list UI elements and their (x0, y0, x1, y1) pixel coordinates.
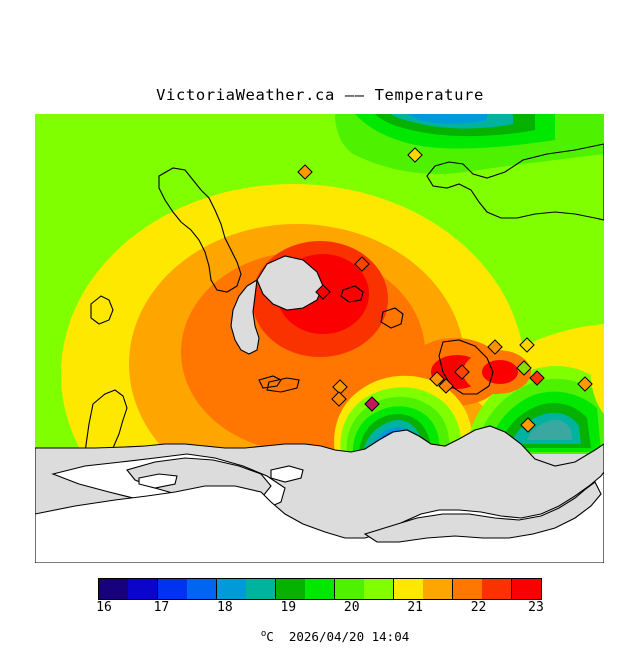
coastline-north (426, 143, 604, 221)
weather-map-page: VictoriaWeather.ca —— Temperature (35, 86, 604, 645)
station-marker[interactable] (315, 284, 331, 300)
colorbar-tick-17: 17 (153, 600, 170, 615)
colorbar-segment-14[interactable] (512, 579, 541, 599)
colorbar-caption: oC 2026/04/20 14:04 (0, 614, 640, 659)
temperature-map-panel[interactable] (35, 114, 604, 563)
colorbar-tick-18: 18 (217, 600, 233, 615)
station-diamond[interactable] (407, 147, 423, 163)
station-marker[interactable] (487, 339, 503, 355)
station-diamond[interactable] (315, 284, 331, 300)
degree-symbol: o (260, 629, 267, 639)
east-cape-yellow (591, 372, 604, 414)
station-marker[interactable] (331, 391, 347, 407)
colorbar-container (98, 578, 560, 608)
band-north-cyan (407, 114, 487, 124)
station-diamond[interactable] (454, 364, 470, 380)
colorbar-tick-22: 22 (470, 600, 487, 615)
colorbar-tick-20: 20 (343, 600, 360, 615)
east-hotspot-red (482, 360, 518, 384)
station-marker[interactable] (364, 396, 380, 412)
station-marker[interactable] (529, 370, 545, 386)
colorbar-tick-labels: 16 17 18 19 20 21 22 23 (96, 600, 544, 616)
station-marker[interactable] (516, 360, 532, 376)
south-white-landmass (35, 471, 604, 563)
station-marker[interactable] (519, 337, 535, 353)
colorbar-segment-0[interactable] (99, 579, 128, 599)
station-diamond[interactable] (354, 256, 370, 272)
colorbar-segment-1[interactable] (128, 579, 158, 599)
page-title: VictoriaWeather.ca —— Temperature (156, 86, 484, 104)
colorbar-segment-12[interactable] (453, 579, 482, 599)
colorbar-tick-23: 23 (528, 600, 544, 615)
colorbar-segment-4[interactable] (217, 579, 246, 599)
colorbar-segment-6[interactable] (276, 579, 305, 599)
east-band-teal-core (527, 420, 572, 440)
colorbar-tick-16: 16 (96, 600, 112, 615)
temperature-contour-map[interactable] (35, 114, 604, 563)
station-diamond[interactable] (487, 339, 503, 355)
station-diamond[interactable] (364, 396, 380, 412)
station-marker[interactable] (297, 164, 313, 180)
station-marker[interactable] (577, 376, 593, 392)
islet-ne (340, 285, 364, 303)
colorbar-segment-5[interactable] (246, 579, 276, 599)
station-marker[interactable] (454, 364, 470, 380)
colorbar-segment-13[interactable] (482, 579, 512, 599)
island-core (256, 255, 324, 311)
island-core-tail (230, 278, 260, 355)
station-diamond[interactable] (529, 370, 545, 386)
colorbar-segment-8[interactable] (335, 579, 364, 599)
unit-letter: C (266, 629, 274, 645)
station-diamond[interactable] (520, 417, 536, 433)
land-layer (35, 143, 604, 563)
station-diamond[interactable] (331, 391, 347, 407)
colorbar-segment-3[interactable] (187, 579, 217, 599)
station-marker-layer[interactable] (297, 147, 593, 433)
station-diamond[interactable] (429, 371, 445, 387)
colorbar-segment-2[interactable] (158, 579, 187, 599)
coastline-nw-peninsula (158, 167, 242, 293)
south-lake-2 (138, 473, 178, 489)
station-diamond[interactable] (438, 378, 454, 394)
caption-spacer (274, 629, 289, 644)
south-lake (270, 465, 304, 483)
station-marker[interactable] (438, 378, 454, 394)
colorbar-segment-11[interactable] (423, 579, 453, 599)
timestamp-label: 2026/04/20 14:04 (288, 629, 410, 645)
colorbar-segment-10[interactable] (394, 579, 423, 599)
south-grey-peninsula-east (363, 481, 602, 543)
islet-south (266, 377, 300, 393)
islet-mid (380, 307, 404, 329)
coastline-island-east (438, 339, 494, 395)
station-diamond[interactable] (332, 379, 348, 395)
station-marker[interactable] (354, 256, 370, 272)
station-diamond[interactable] (519, 337, 535, 353)
station-marker[interactable] (429, 371, 445, 387)
colorbar-segment-7[interactable] (305, 579, 335, 599)
station-marker[interactable] (520, 417, 536, 433)
station-diamond[interactable] (577, 376, 593, 392)
colorbar-segment-9[interactable] (364, 579, 394, 599)
colorbar-tick-21: 21 (407, 600, 423, 615)
station-marker[interactable] (332, 379, 348, 395)
station-diamond[interactable] (516, 360, 532, 376)
islet-mid-left (258, 375, 282, 389)
colorbar-tick-19: 19 (280, 600, 297, 615)
station-marker[interactable] (407, 147, 423, 163)
islet-nw (90, 295, 114, 325)
temperature-colorbar[interactable] (98, 578, 542, 600)
station-diamond[interactable] (297, 164, 313, 180)
